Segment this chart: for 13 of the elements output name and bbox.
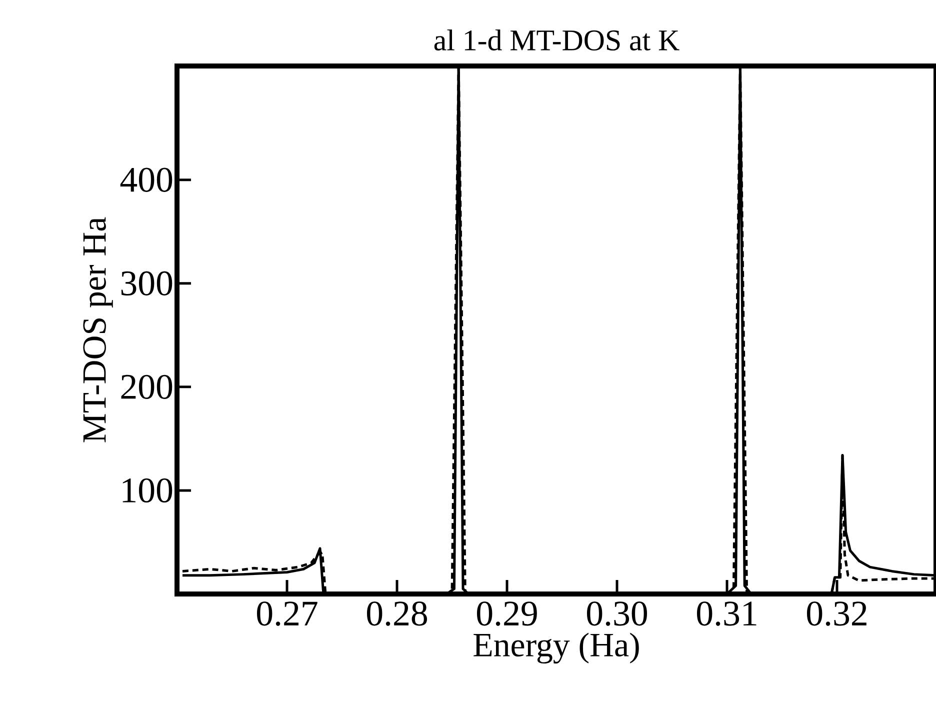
x-tick-label: 0.32 [806,602,866,626]
chart-title: al 1-d MT-DOS at K [434,29,680,50]
x-tick-label: 0.28 [366,602,428,626]
y-tick-label: 200 [121,374,172,400]
x-tick-label: 0.29 [476,602,537,626]
y-tick-label: 100 [122,478,172,503]
y-tick-label: 400 [120,168,172,192]
y-tick-label: 300 [121,271,172,296]
x-tick-label: 0.31 [696,602,756,626]
x-tick-label: 0.27 [256,602,318,626]
x-axis-title: Energy (Ha) [474,632,639,664]
x-tick-label: 0.30 [586,602,648,626]
y-axis-title: MT-DOS per Ha [83,217,113,442]
